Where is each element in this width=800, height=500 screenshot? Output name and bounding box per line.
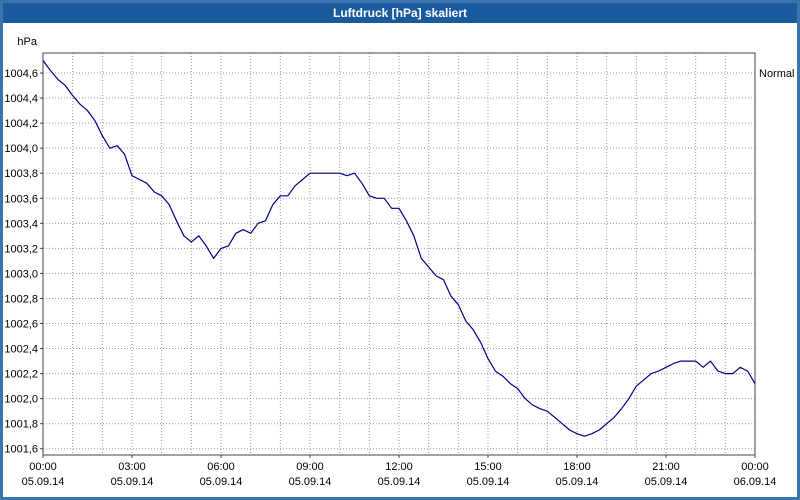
- svg-text:1004,0: 1004,0: [4, 143, 38, 155]
- svg-text:1004,4: 1004,4: [4, 93, 38, 105]
- svg-text:1003,4: 1003,4: [4, 218, 38, 230]
- svg-text:1004,2: 1004,2: [4, 118, 38, 130]
- svg-text:00:00: 00:00: [29, 461, 57, 473]
- svg-text:06.09.14: 06.09.14: [734, 476, 777, 488]
- svg-text:1002,0: 1002,0: [4, 394, 38, 406]
- svg-text:21:00: 21:00: [652, 461, 680, 473]
- svg-text:1003,0: 1003,0: [4, 268, 38, 280]
- svg-text:1003,8: 1003,8: [4, 168, 38, 180]
- svg-text:12:00: 12:00: [385, 461, 413, 473]
- svg-text:05.09.14: 05.09.14: [22, 476, 65, 488]
- pressure-series-line: [42, 60, 756, 437]
- svg-text:1002,4: 1002,4: [4, 344, 38, 356]
- axis-ticks: [40, 72, 756, 458]
- title-bar: Luftdruck [hPa] skaliert: [3, 3, 797, 23]
- y-axis-unit-label: hPa: [17, 36, 37, 48]
- svg-text:09:00: 09:00: [296, 461, 324, 473]
- svg-text:1003,6: 1003,6: [4, 193, 38, 205]
- x-tick-labels: 00:00 05.09.14 03:00 05.09.14 06:00 05.09.14 0…: [22, 461, 777, 488]
- svg-text:15:00: 15:00: [474, 461, 502, 473]
- svg-text:1004,6: 1004,6: [4, 68, 38, 80]
- svg-text:05.09.14: 05.09.14: [378, 476, 421, 488]
- svg-text:18:00: 18:00: [563, 461, 591, 473]
- svg-text:1003,2: 1003,2: [4, 243, 38, 255]
- svg-text:03:00: 03:00: [118, 461, 146, 473]
- chart-container: 1004,6 1004,4 1004,2 1004,0 1003,8 1003,6 1003…: [3, 23, 797, 497]
- svg-text:1002,2: 1002,2: [4, 369, 38, 381]
- svg-text:1002,8: 1002,8: [4, 293, 38, 305]
- grid-lines: [43, 53, 755, 455]
- svg-text:05.09.14: 05.09.14: [556, 476, 599, 488]
- svg-text:1002,6: 1002,6: [4, 319, 38, 331]
- svg-text:05.09.14: 05.09.14: [467, 476, 510, 488]
- svg-text:00:00: 00:00: [741, 461, 769, 473]
- svg-text:05.09.14: 05.09.14: [111, 476, 154, 488]
- normal-legend-label: Normal: [759, 68, 794, 80]
- y-tick-labels: 1004,6 1004,4 1004,2 1004,0 1003,8 1003,6 1003…: [4, 68, 38, 456]
- svg-text:05.09.14: 05.09.14: [645, 476, 688, 488]
- svg-text:06:00: 06:00: [207, 461, 235, 473]
- svg-text:05.09.14: 05.09.14: [200, 476, 243, 488]
- svg-text:1001,8: 1001,8: [4, 419, 38, 431]
- pressure-chart: 1004,6 1004,4 1004,2 1004,0 1003,8 1003,6 1003…: [4, 36, 794, 488]
- svg-text:1001,6: 1001,6: [4, 444, 38, 456]
- svg-text:05.09.14: 05.09.14: [289, 476, 332, 488]
- page-title: Luftdruck [hPa] skaliert: [332, 6, 468, 20]
